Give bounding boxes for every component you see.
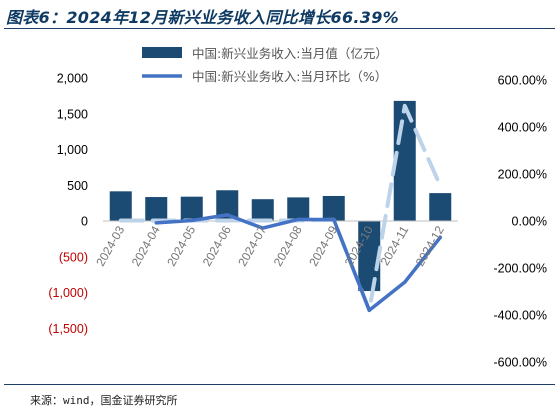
chart-title: 图表6：2024年12月新兴业务收入同比增长66.39% <box>6 8 399 27</box>
footer-divider <box>4 384 555 385</box>
bar-2024-09 <box>322 195 345 221</box>
legend-swatch-bar <box>142 47 182 58</box>
y-right-tick-label: -200.00% <box>493 262 547 276</box>
x-tick-label: 2024-09 <box>306 223 340 268</box>
source-note: 来源：wind，国金证券研究所 <box>30 394 178 407</box>
y-left-tick-label: 1,000 <box>57 143 88 157</box>
y-left-tick-label: 500 <box>67 179 88 193</box>
bar-2024-03 <box>109 191 132 221</box>
bar-2024-04 <box>145 197 168 221</box>
x-tick-label: 2024-12 <box>413 223 447 268</box>
x-tick-label: 2024-06 <box>200 223 234 268</box>
chart-legend: 中国:新兴业务收入:当月值（亿元） 中国:新兴业务收入:当月环比（%） <box>142 46 388 84</box>
y-left-tick-label: (500) <box>59 250 88 264</box>
x-tick-label: 2024-03 <box>93 223 127 268</box>
series-line-dashed <box>118 103 443 313</box>
y-right-tick-label: 0.00% <box>512 215 547 229</box>
bar-2024-08 <box>287 197 310 221</box>
legend-label-line: 中国:新兴业务收入:当月环比（%） <box>192 69 387 84</box>
y-right-tick-label: 400.00% <box>498 121 547 135</box>
bar-2024-10 <box>358 221 381 292</box>
y-left-tick-label: (1,500) <box>48 322 88 336</box>
y-left-tick-label: 1,500 <box>57 107 88 121</box>
bar-2024-06 <box>216 190 239 221</box>
y-left-tick-label: 2,000 <box>57 72 88 86</box>
x-tick-label: 2024-08 <box>271 223 305 268</box>
bar-2024-05 <box>180 196 203 221</box>
chart-canvas: 中国:新兴业务收入:当月值（亿元） 中国:新兴业务收入:当月环比（%） (1,5… <box>48 46 547 370</box>
series-line-solid-end <box>367 235 443 313</box>
title-divider <box>4 28 555 29</box>
y-right-tick-label: 200.00% <box>498 168 547 182</box>
x-tick-label: 2024-05 <box>164 223 198 268</box>
y-left-tick-label: 0 <box>81 215 88 229</box>
y-right-tick-label: -600.00% <box>493 356 547 370</box>
x-tick-label: 2024-04 <box>129 223 163 268</box>
bar-2024-07 <box>251 199 274 221</box>
x-tick-label: 2024-07 <box>235 223 269 268</box>
y-right-tick-label: 600.00% <box>498 74 547 88</box>
series-line-solid <box>154 213 372 313</box>
y-right-tick-label: -400.00% <box>493 309 547 323</box>
bar-2024-12 <box>429 193 452 221</box>
y-left-tick-label: (1,000) <box>48 286 88 300</box>
legend-label-bar: 中国:新兴业务收入:当月值（亿元） <box>192 46 388 61</box>
